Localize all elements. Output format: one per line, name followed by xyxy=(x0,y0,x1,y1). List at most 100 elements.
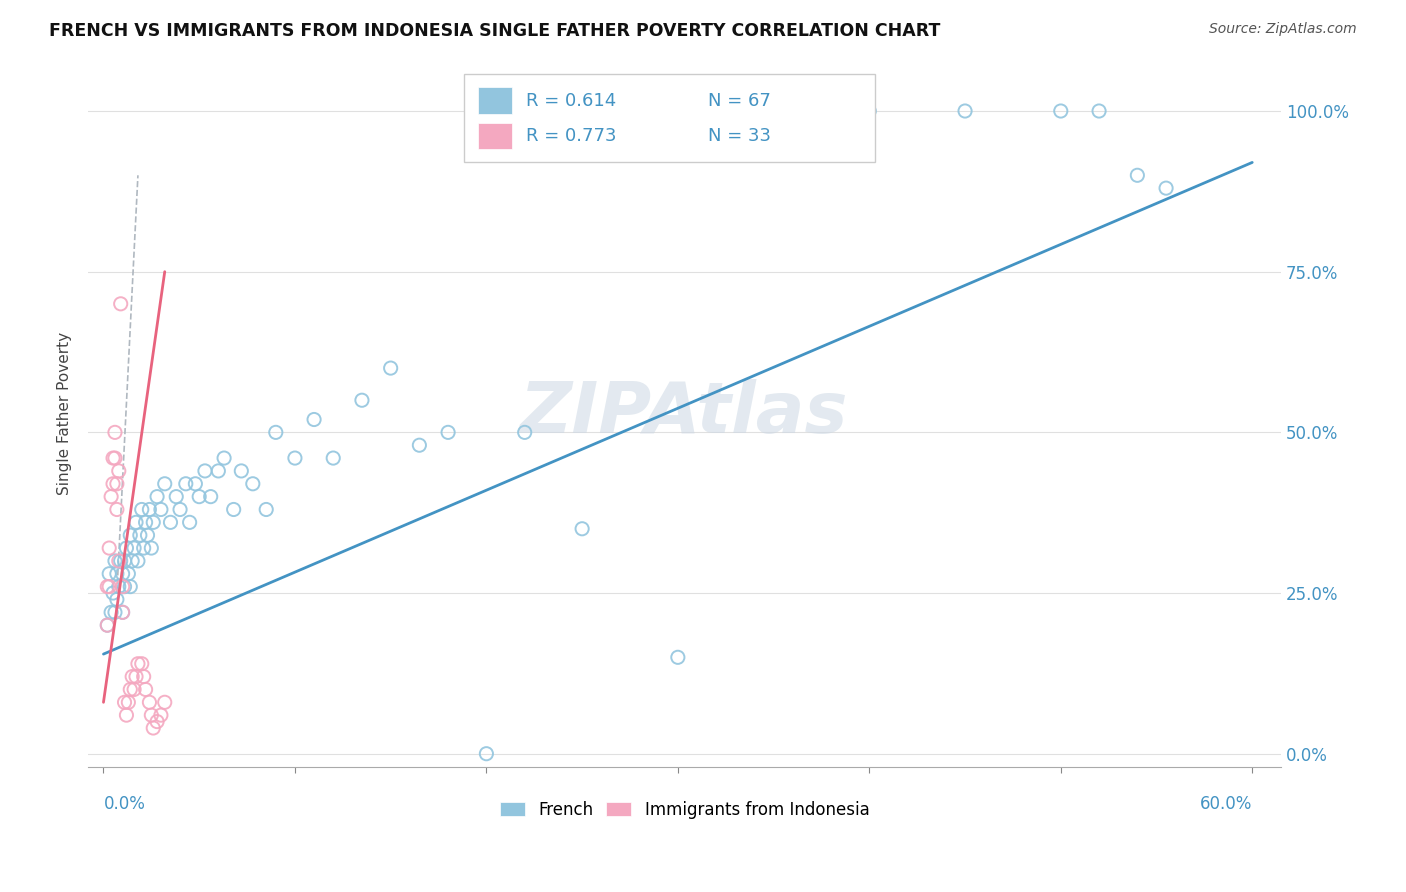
Point xyxy=(107,464,129,478)
Point xyxy=(110,554,132,568)
Point xyxy=(131,502,153,516)
Point xyxy=(131,657,153,671)
Point xyxy=(125,516,148,530)
Text: R = 0.773: R = 0.773 xyxy=(526,127,616,145)
Point xyxy=(159,516,181,530)
Point xyxy=(107,554,129,568)
Text: ZIPAtlas: ZIPAtlas xyxy=(520,378,849,448)
Point xyxy=(104,605,127,619)
Point xyxy=(231,464,253,478)
Point xyxy=(105,476,128,491)
Point xyxy=(136,528,159,542)
Point xyxy=(114,580,136,594)
Point xyxy=(120,682,142,697)
Point xyxy=(169,502,191,516)
Point xyxy=(571,522,593,536)
Point xyxy=(179,516,201,530)
Point xyxy=(184,476,207,491)
Point xyxy=(153,476,176,491)
Point xyxy=(121,554,143,568)
FancyBboxPatch shape xyxy=(464,74,876,162)
Point xyxy=(1154,181,1177,195)
Text: R = 0.614: R = 0.614 xyxy=(526,92,616,110)
Text: FRENCH VS IMMIGRANTS FROM INDONESIA SINGLE FATHER POVERTY CORRELATION CHART: FRENCH VS IMMIGRANTS FROM INDONESIA SING… xyxy=(49,22,941,40)
Point xyxy=(101,451,124,466)
Y-axis label: Single Father Poverty: Single Father Poverty xyxy=(58,332,72,495)
Point xyxy=(284,451,307,466)
Point xyxy=(117,566,139,581)
Point xyxy=(146,490,169,504)
Point xyxy=(165,490,187,504)
Point xyxy=(350,393,373,408)
Point xyxy=(100,490,122,504)
Point xyxy=(127,657,149,671)
Text: N = 33: N = 33 xyxy=(709,127,772,145)
Point xyxy=(121,670,143,684)
Point xyxy=(107,580,129,594)
Point xyxy=(212,451,235,466)
Point xyxy=(200,490,222,504)
Text: 0.0%: 0.0% xyxy=(104,796,145,814)
Point xyxy=(242,476,264,491)
Point xyxy=(762,103,785,118)
Point xyxy=(98,541,121,555)
Point xyxy=(207,464,229,478)
Point xyxy=(105,502,128,516)
Point xyxy=(138,695,160,709)
Point xyxy=(174,476,197,491)
Legend: French, Immigrants from Indonesia: French, Immigrants from Indonesia xyxy=(494,794,876,825)
Point xyxy=(111,605,134,619)
Point xyxy=(132,670,155,684)
Point xyxy=(1049,103,1071,118)
Point xyxy=(858,103,880,118)
Point xyxy=(104,425,127,440)
Point xyxy=(101,586,124,600)
Point xyxy=(125,670,148,684)
Point xyxy=(1088,103,1111,118)
Point xyxy=(222,502,245,516)
Point xyxy=(120,580,142,594)
Text: Source: ZipAtlas.com: Source: ZipAtlas.com xyxy=(1209,22,1357,37)
Point xyxy=(101,476,124,491)
Text: N = 67: N = 67 xyxy=(709,92,772,110)
Point xyxy=(380,361,402,376)
Point xyxy=(194,464,217,478)
Point xyxy=(105,566,128,581)
FancyBboxPatch shape xyxy=(478,122,512,149)
Point xyxy=(666,650,689,665)
Point xyxy=(104,554,127,568)
Point xyxy=(437,425,460,440)
Point xyxy=(141,708,163,723)
Point xyxy=(115,708,138,723)
Point xyxy=(128,528,150,542)
Point xyxy=(135,682,157,697)
Point xyxy=(110,297,132,311)
Point xyxy=(100,605,122,619)
Point xyxy=(96,618,118,632)
Point xyxy=(264,425,287,440)
FancyBboxPatch shape xyxy=(478,87,512,114)
Point xyxy=(135,516,157,530)
Point xyxy=(302,412,325,426)
Point xyxy=(149,708,172,723)
Point xyxy=(114,695,136,709)
Point xyxy=(117,695,139,709)
Point xyxy=(142,721,165,735)
Point xyxy=(120,528,142,542)
Point xyxy=(138,502,160,516)
Point xyxy=(146,714,169,729)
Point xyxy=(122,541,145,555)
Text: 60.0%: 60.0% xyxy=(1199,796,1253,814)
Point xyxy=(254,502,277,516)
Point xyxy=(153,695,176,709)
Point xyxy=(408,438,430,452)
Point xyxy=(142,516,165,530)
Point xyxy=(115,541,138,555)
Point xyxy=(475,747,498,761)
Point xyxy=(127,554,149,568)
Point xyxy=(188,490,211,504)
Point xyxy=(111,566,134,581)
Point xyxy=(96,618,118,632)
Point xyxy=(1126,169,1149,183)
Point xyxy=(105,592,128,607)
